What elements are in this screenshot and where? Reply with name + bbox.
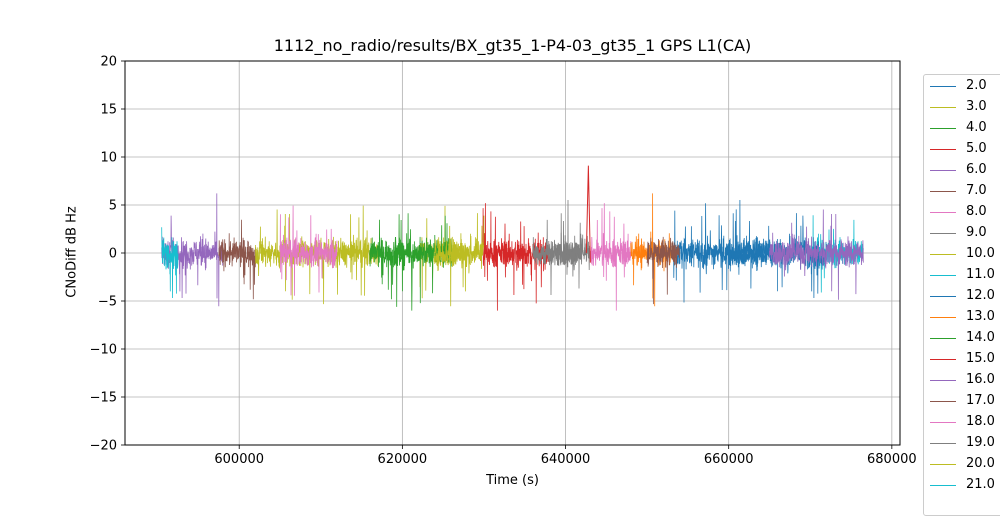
legend-label: 21.0 (966, 477, 995, 492)
legend-label: 7.0 (966, 183, 987, 198)
legend-item: 13.0 (924, 307, 1000, 328)
series-group (161, 165, 864, 311)
legend-swatch (930, 191, 956, 192)
y-tick-label: −20 (90, 439, 117, 454)
legend-label: 13.0 (966, 309, 995, 324)
legend-item: 11.0 (924, 265, 1000, 286)
legend-label: 8.0 (966, 204, 987, 219)
series-line (279, 205, 338, 296)
series-line (218, 219, 256, 300)
legend-item: 14.0 (924, 328, 1000, 349)
legend-item: 6.0 (924, 160, 1000, 181)
series-line (646, 236, 681, 305)
legend-swatch (930, 296, 956, 297)
x-tick-label: 660000 (704, 452, 754, 467)
legend-item: 16.0 (924, 370, 1000, 391)
series-line (434, 213, 485, 288)
spike-mark (585, 165, 591, 263)
legend-label: 15.0 (966, 351, 995, 366)
legend-label: 11.0 (966, 267, 995, 282)
y-tick-label: −10 (90, 343, 117, 358)
legend: 2.0 3.0 4.0 5.0 6.0 7.0 8.0 9.0 10.0 11.0 12.0 13.0… (923, 74, 1000, 516)
legend-item: 17.0 (924, 391, 1000, 412)
legend-label: 5.0 (966, 141, 987, 156)
legend-label: 2.0 (966, 78, 987, 93)
series-line (479, 203, 522, 311)
legend-swatch (930, 485, 956, 486)
legend-item: 12.0 (924, 286, 1000, 307)
legend-item: 18.0 (924, 412, 1000, 433)
chart-canvas: 600000 620000 640000 660000 680000 −20 −15 −10… (90, 55, 917, 468)
x-tick-label: 600000 (214, 452, 264, 467)
legend-label: 19.0 (966, 435, 995, 450)
y-axis: −20 −15 −10 −5 0 5 10 15 20 (90, 55, 125, 454)
y-tick-label: 10 (100, 151, 117, 166)
legend-item: 19.0 (924, 433, 1000, 454)
y-tick-label: 0 (109, 247, 117, 262)
legend-item: 3.0 (924, 97, 1000, 118)
legend-item: 8.0 (924, 202, 1000, 223)
legend-label: 20.0 (966, 456, 995, 471)
legend-item: 10.0 (924, 244, 1000, 265)
legend-swatch (930, 275, 956, 276)
legend-label: 3.0 (966, 99, 987, 114)
legend-item: 20.0 (924, 454, 1000, 475)
legend-item: 7.0 (924, 181, 1000, 202)
legend-swatch (930, 338, 956, 339)
series-line (161, 193, 224, 307)
legend-item: 4.0 (924, 118, 1000, 139)
x-axis-label: Time (s) (486, 473, 539, 488)
series-line (393, 213, 452, 311)
legend-item: 9.0 (924, 223, 1000, 244)
x-tick-label: 680000 (867, 452, 917, 467)
legend-swatch (930, 317, 956, 318)
legend-swatch (930, 359, 956, 360)
series-line (532, 199, 583, 289)
legend-label: 17.0 (966, 393, 995, 408)
y-tick-label: 20 (100, 55, 117, 70)
legend-label: 9.0 (966, 225, 987, 240)
series-line (589, 203, 632, 311)
legend-label: 4.0 (966, 120, 987, 135)
legend-swatch (930, 212, 956, 213)
chart-title: 1112_no_radio/results/BX_gt35_1-P4-03_gt… (273, 36, 752, 55)
x-tick-label: 620000 (378, 452, 428, 467)
y-tick-label: −5 (98, 295, 117, 310)
x-axis: 600000 620000 640000 660000 680000 (214, 445, 917, 467)
series-line (161, 227, 179, 299)
series-line (548, 222, 591, 296)
y-tick-label: 15 (100, 103, 117, 118)
legend-item: 5.0 (924, 139, 1000, 160)
legend-swatch (930, 107, 956, 108)
legend-label: 16.0 (966, 372, 995, 387)
legend-swatch (930, 233, 956, 234)
series-line (769, 209, 864, 300)
series-line (255, 205, 379, 305)
legend-swatch (930, 149, 956, 150)
legend-swatch (930, 401, 956, 402)
legend-swatch (930, 170, 956, 171)
x-tick-label: 640000 (541, 452, 591, 467)
legend-swatch (930, 254, 956, 255)
legend-item: 21.0 (924, 475, 1000, 496)
legend-swatch (930, 128, 956, 129)
y-tick-label: −15 (90, 391, 117, 406)
y-tick-label: 5 (109, 199, 117, 214)
y-axis-label: CNoDiff dB Hz (64, 206, 80, 298)
legend-swatch (930, 443, 956, 444)
legend-swatch (930, 86, 956, 87)
legend-label: 14.0 (966, 330, 995, 345)
legend-label: 18.0 (966, 414, 995, 429)
legend-label: 10.0 (966, 246, 995, 261)
legend-item: 15.0 (924, 349, 1000, 370)
legend-item: 2.0 (924, 76, 1000, 97)
legend-swatch (930, 464, 956, 465)
legend-label: 12.0 (966, 288, 995, 303)
legend-swatch (930, 380, 956, 381)
legend-label: 6.0 (966, 162, 987, 177)
legend-swatch (930, 422, 956, 423)
series-line (369, 219, 403, 300)
